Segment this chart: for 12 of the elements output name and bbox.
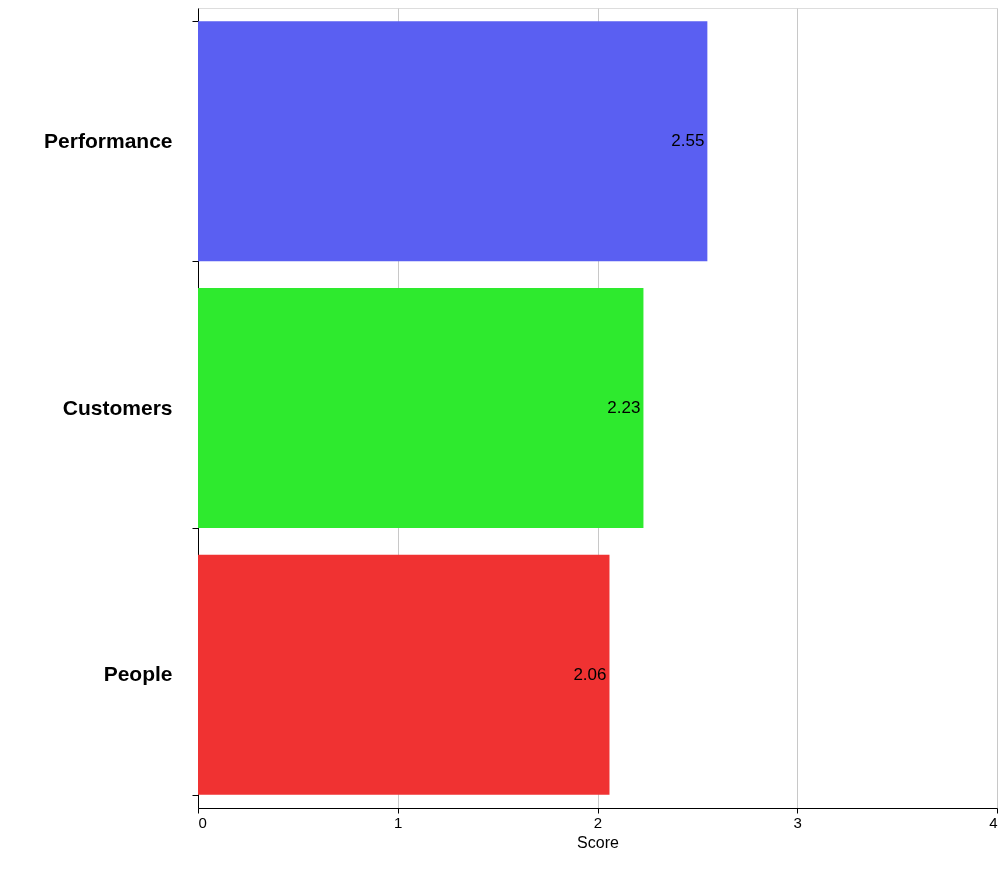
x-tick-label: 1 — [394, 813, 403, 831]
x-tick-label: 0 — [198, 813, 207, 831]
data-label: 2.55 — [671, 131, 705, 151]
data-label: 2.23 — [607, 398, 641, 417]
data-label: 2.06 — [573, 664, 607, 684]
y-tick-label: Performance — [44, 128, 173, 152]
y-tick-label: People — [103, 662, 173, 686]
y-tick-label: Customers — [62, 395, 173, 419]
x-tick-label: 3 — [793, 813, 802, 831]
x-tick-label: 2 — [593, 813, 603, 831]
x-tick-label: 4 — [989, 813, 998, 831]
x-axis-title: Score — [577, 833, 619, 851]
